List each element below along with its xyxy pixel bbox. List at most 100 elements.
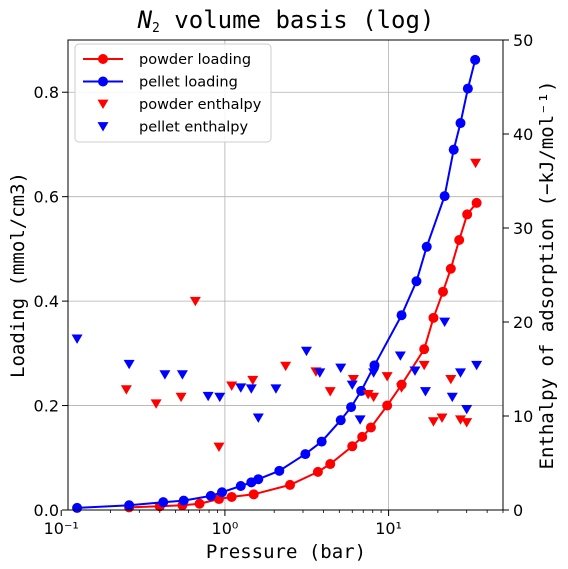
pellet-loading-point <box>448 144 459 155</box>
pellet-enthalpy-marker <box>123 359 135 370</box>
powder-enthalpy-marker <box>418 360 430 371</box>
powder-enthalpy-marker <box>347 374 359 385</box>
pellet-enthalpy-marker <box>346 380 358 390</box>
legend-box <box>74 43 272 143</box>
legend-label-powder-loading: powder loading <box>139 52 251 68</box>
pellet-enthalpy-marker <box>446 392 458 403</box>
pellet-loading-point <box>462 83 473 94</box>
axes-frame <box>67 39 504 511</box>
pellet-loading-point <box>356 385 367 396</box>
pellet-enthalpy-marker <box>71 334 83 344</box>
ticks: 10⁻¹ 10⁰ 10¹ 0.0 0.2 0.4 0.6 0.8 0 10 20 30 40 50 <box>34 31 534 538</box>
powder-enthalpy-marker <box>427 417 439 427</box>
y-right-tick-label: 30 <box>513 219 533 238</box>
pellet-loading-point <box>235 480 246 491</box>
y-right-tick-label: 20 <box>513 313 533 332</box>
pellet-loading-point <box>369 360 380 371</box>
pellet-loading-point <box>178 495 189 506</box>
pellet-loading-point <box>411 276 422 287</box>
powder-enthalpy-marker <box>396 383 408 393</box>
pellet-loading-point <box>439 191 450 202</box>
powder-loading-point <box>347 441 358 452</box>
powder-enthalpy-marker <box>324 387 336 397</box>
x-tick-label: 10¹ <box>375 519 402 538</box>
powder-loading-point <box>312 466 323 477</box>
powder-loading-point <box>382 400 393 411</box>
pellet-enthalpy-marker <box>270 384 282 394</box>
powder-enthalpy-marker <box>280 361 292 372</box>
pellet-loading-point <box>274 465 285 476</box>
y-right-tick-label: 0 <box>513 501 523 520</box>
powder-enthalpy-marker <box>247 375 259 386</box>
pellet-enthalpy-marker <box>252 413 264 423</box>
y-axis-label-right: Enthalpy of adsorption (−kJ/mol⁻¹) <box>536 81 558 470</box>
pellet-loading-point <box>253 474 264 485</box>
legend-label-pellet-enthalpy: pellet enthalpy <box>139 120 249 136</box>
legend-marker-powder-enthalpy <box>97 99 109 109</box>
pellet-enthalpy-marker <box>214 392 226 403</box>
pellet-enthalpy-marker <box>300 346 312 357</box>
powder-loading-point <box>357 431 368 442</box>
powder-loading-line <box>129 202 478 509</box>
powder-loading-point <box>419 344 430 355</box>
powder-enthalpy-marker <box>436 413 448 423</box>
pellet-enthalpy-marker <box>439 317 451 327</box>
powder-loading-point <box>285 479 296 490</box>
powder-enthalpy-marker <box>445 374 457 385</box>
pellet-enthalpy-marker <box>314 368 326 378</box>
y-right-tick-label: 10 <box>513 407 533 426</box>
powder-enthalpy-marker <box>455 415 467 425</box>
y-tick-label: 0.8 <box>34 83 59 102</box>
powder-enthalpy-marker <box>189 296 201 307</box>
powder-enthalpy-marker <box>213 442 225 452</box>
title-main: N <box>137 6 153 34</box>
y-right-tick-label: 50 <box>513 31 533 50</box>
powder-loading-point <box>454 235 465 246</box>
pellet-enthalpy-marker <box>394 351 406 361</box>
pellet-loading-point <box>72 502 83 513</box>
pellet-enthalpy-marker <box>409 366 421 376</box>
powder-enthalpy-marker <box>226 381 238 391</box>
pellet-loading-point <box>217 487 228 498</box>
pellet-loading-point <box>346 402 357 413</box>
y-tick-label: 0.0 <box>34 501 59 520</box>
powder-enthalpy-marker <box>362 389 374 400</box>
x-tick-label: 10⁰ <box>212 519 239 538</box>
powder-loading-point <box>445 263 456 274</box>
pellet-enthalpy-marker <box>176 370 188 380</box>
pellet-enthalpy-marker <box>471 360 483 371</box>
legend-marker-powder-loading <box>98 54 108 64</box>
y-axis-label: Loading (mmol/cm3) <box>7 172 29 378</box>
pellet-enthalpy-marker <box>202 391 214 402</box>
chart-title: N2 volume basis (log) <box>137 6 435 36</box>
legend-marker-pellet-loading <box>98 76 108 87</box>
powder-enthalpy-marker <box>470 158 482 169</box>
pellet-loading-point <box>455 118 466 129</box>
pellet-loading-point <box>300 449 311 460</box>
pellet-enthalpy-marker <box>159 370 171 380</box>
pellet-enthalpy-marker <box>245 384 257 394</box>
pellet-loading-point <box>421 241 432 252</box>
x-tick-label: 10⁻¹ <box>44 519 79 538</box>
powder-enthalpy-marker <box>150 399 162 409</box>
powder-loading-point <box>194 498 205 509</box>
powder-enthalpy-marker <box>120 385 132 395</box>
powder-loading-point <box>438 286 449 297</box>
y-tick-label: 0.6 <box>34 188 59 207</box>
pellet-loading-point <box>124 500 135 511</box>
pellet-enthalpy-marker <box>455 368 467 378</box>
pellet-enthalpy-marker <box>461 405 473 415</box>
powder-enthalpy-marker <box>368 392 380 403</box>
powder-enthalpy-marker <box>175 392 187 403</box>
powder-loading-point <box>248 489 259 500</box>
title-sub: 2 <box>152 21 160 36</box>
pellet-enthalpy-marker <box>335 363 347 374</box>
pellet-loading-point <box>396 310 407 321</box>
pellet-loading-point <box>470 54 481 65</box>
powder-loading-point <box>226 491 237 502</box>
y-tick-label: 0.2 <box>34 397 59 416</box>
pellet-enthalpy-marker <box>419 387 431 397</box>
pellet-enthalpy-marker <box>368 368 380 378</box>
pellet-loading-point <box>316 436 327 447</box>
